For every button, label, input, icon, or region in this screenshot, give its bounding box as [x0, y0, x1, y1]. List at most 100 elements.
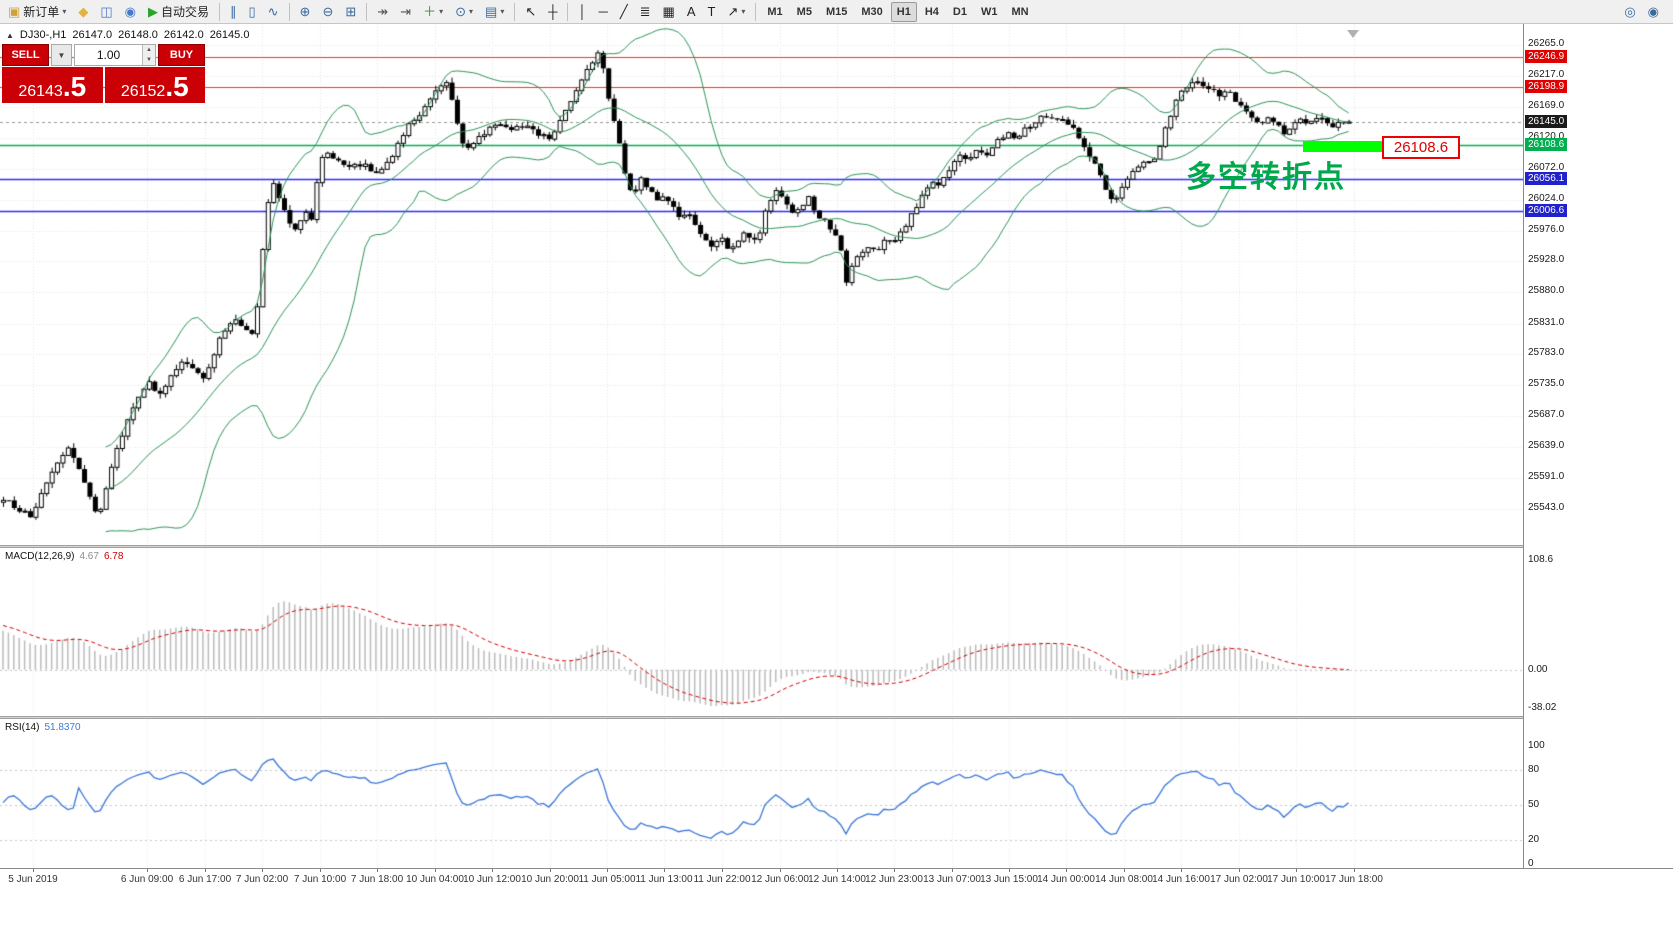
timeframe-button-m5[interactable]: M5	[796, 5, 812, 18]
timeframe-button-mn[interactable]: MN	[1011, 5, 1029, 18]
time-axis[interactable]: 5 Jun 2019 6 Jun 09:00 6 Jun 17:00 7 Jun 02…	[0, 868, 1673, 892]
bar-chart-icon: ∥	[229, 4, 237, 19]
timeframe-button-h4[interactable]: H4	[924, 5, 939, 18]
time-axis-label: 12 Jun 06:00	[751, 874, 809, 885]
price-axis-badge-green: 26108.6	[1525, 138, 1568, 152]
metaeditor-icon: ◆	[78, 4, 89, 19]
time-axis-label: 10 Jun 20:00	[521, 874, 579, 885]
symbol-info: ▲ DJ30-,H1 26147.0 26148.0 26142.0 26145…	[6, 29, 249, 41]
fibonacci-icon[interactable]: ≣	[635, 2, 656, 22]
price-axis-label: 26217.0	[1528, 68, 1565, 80]
spinner-down-icon[interactable]: ▼	[143, 55, 155, 65]
label-icon[interactable]: T	[703, 2, 721, 22]
time-axis-label: 14 Jun 08:00	[1095, 874, 1153, 885]
text-icon[interactable]: A	[682, 2, 701, 22]
time-axis-tick	[1296, 869, 1297, 872]
order-options-dropdown[interactable]: ▼	[51, 44, 72, 66]
price-axis-badge-blue: 26056.1	[1525, 172, 1568, 186]
crosshair-icon: ┼	[548, 4, 558, 19]
price-axis[interactable]: 26265.0 26246.9 26217.0 26198.9 26169.0 26145…	[1523, 24, 1673, 869]
chevron-down-icon: ▾	[469, 7, 474, 16]
time-axis-tick	[320, 869, 321, 872]
metaeditor-icon[interactable]: ◆	[73, 2, 93, 22]
timeframe-button-h1[interactable]: H1	[890, 1, 917, 22]
zoom-in-icon: ⊕	[299, 4, 311, 19]
spinner-up-icon[interactable]: ▲	[143, 45, 155, 55]
chart-shift-marker[interactable]	[1347, 30, 1359, 38]
vertical-line-icon: │	[578, 4, 587, 19]
trendline-icon[interactable]: ╱	[615, 2, 633, 22]
magnifier-cursor-icon[interactable]: ◉	[1643, 2, 1664, 22]
auto-scroll-icon[interactable]: ↠	[372, 2, 393, 22]
macd-panel-canvas[interactable]	[0, 548, 1523, 716]
time-axis-tick	[435, 869, 436, 872]
tile-windows-icon[interactable]: ⊞	[340, 2, 361, 22]
chart-annotation-text: 多空转折点	[1186, 161, 1346, 194]
zoom-out-icon[interactable]: ⊖	[317, 2, 338, 22]
market-watch-icon[interactable]: ◫	[95, 2, 117, 22]
period-icon[interactable]: ⊙ ▾	[450, 2, 478, 22]
price-axis-badge-red: 26246.9	[1525, 49, 1568, 63]
time-axis-tick	[377, 869, 378, 872]
indicators-icon[interactable]: ＋ ▾	[418, 2, 448, 22]
bar-chart-icon[interactable]: ∥	[225, 2, 242, 22]
vertical-line-icon[interactable]: │	[573, 2, 591, 22]
panel-separator[interactable]	[0, 545, 1673, 548]
buy-button[interactable]: BUY	[158, 44, 205, 66]
rsi-panel-canvas[interactable]	[0, 719, 1523, 868]
auto-trading-button[interactable]: ▶ 自动交易	[143, 2, 214, 22]
main-chart-canvas[interactable]	[0, 24, 1523, 545]
horizontal-line-icon[interactable]: ─	[594, 2, 613, 22]
time-axis-tick	[1124, 869, 1125, 872]
crosshair-icon[interactable]: ┼	[543, 2, 562, 22]
navigator-icon[interactable]: ◉	[120, 2, 141, 22]
zoom-in-icon[interactable]: ⊕	[295, 2, 316, 22]
macd-axis-label: 0.00	[1528, 663, 1548, 675]
timeframe-button-m15[interactable]: M15	[825, 5, 848, 18]
lot-size-field[interactable]: 1.00 ▲ ▼	[74, 44, 156, 66]
macd-indicator-label: MACD(12,26,9) 4.67 6.78	[5, 551, 123, 562]
price-axis-label: 26072.0	[1528, 161, 1565, 173]
sell-button[interactable]: SELL	[2, 44, 49, 66]
time-axis-label: 12 Jun 14:00	[808, 874, 866, 885]
magnifier-plus-icon[interactable]: ◎	[1619, 2, 1640, 22]
candlestick-chart-icon[interactable]: ▯	[243, 2, 260, 22]
panel-separator[interactable]	[0, 716, 1673, 719]
candlestick-chart-icon: ▯	[248, 4, 256, 19]
line-chart-icon[interactable]: ∿	[263, 2, 284, 22]
time-axis-label: 7 Jun 18:00	[350, 874, 404, 885]
ohlc-high: 26148.0	[118, 29, 158, 41]
cursor-icon: ↖	[525, 4, 537, 19]
price-axis-badge-blue: 26006.6	[1525, 203, 1568, 217]
arrows-icon: ↗	[727, 4, 739, 19]
label-icon: T	[707, 4, 716, 19]
zoom-out-icon: ⊖	[322, 4, 334, 19]
timeframe-button-w1[interactable]: W1	[980, 5, 998, 18]
time-axis-label: 11 Jun 22:00	[693, 874, 751, 885]
price-axis-label: 26169.0	[1528, 99, 1565, 111]
arrows-icon[interactable]: ↗ ▾	[722, 2, 750, 22]
one-click-trading-panel: SELL ▼ 1.00 ▲ ▼ BUY 26143.5 26152.5	[2, 44, 205, 103]
buy-price-box[interactable]: 26152.5	[104, 67, 205, 103]
chart-shift-icon[interactable]: ⇥	[395, 2, 416, 22]
timeframe-button-m30[interactable]: M30	[861, 5, 883, 18]
collapse-triangle-icon[interactable]: ▲	[6, 30, 14, 40]
lot-size-spinner[interactable]: ▲ ▼	[142, 45, 155, 65]
cursor-icon[interactable]: ↖	[520, 2, 541, 22]
magnifier-cursor-icon: ◉	[1647, 4, 1659, 19]
highlight-rectangle	[1303, 141, 1396, 152]
timeframe-button-d1[interactable]: D1	[952, 5, 967, 18]
lot-size-value: 1.00	[96, 48, 121, 62]
templates-icon[interactable]: ▤ ▾	[480, 2, 509, 22]
time-axis-label: 7 Jun 02:00	[235, 874, 289, 885]
new-order-icon: ▣	[8, 4, 21, 19]
sell-price-box[interactable]: 26143.5	[2, 67, 103, 103]
new-order-button[interactable]: ▣ 新订单 ▾	[3, 2, 71, 22]
auto-trading-button-label: 自动交易	[160, 5, 209, 19]
timeframe-button-m1[interactable]: M1	[767, 5, 783, 18]
time-axis-label: 13 Jun 15:00	[980, 874, 1038, 885]
time-axis-label: 10 Jun 12:00	[463, 874, 521, 885]
shapes-icon[interactable]: ▦	[658, 2, 680, 22]
time-axis-label: 11 Jun 05:00	[578, 874, 636, 885]
